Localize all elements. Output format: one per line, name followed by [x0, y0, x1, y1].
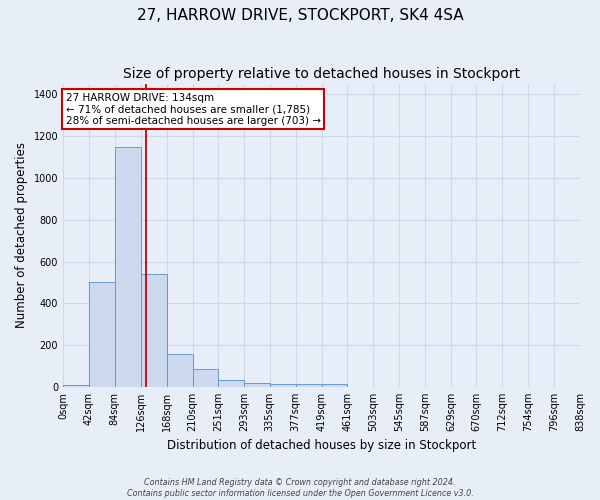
- Bar: [89, 282, 115, 387]
- Y-axis label: Number of detached properties: Number of detached properties: [15, 142, 28, 328]
- Bar: [322, 384, 347, 387]
- X-axis label: Distribution of detached houses by size in Stockport: Distribution of detached houses by size …: [167, 440, 476, 452]
- Bar: [270, 384, 296, 387]
- Bar: [244, 383, 270, 387]
- Title: Size of property relative to detached houses in Stockport: Size of property relative to detached ho…: [123, 68, 520, 82]
- Bar: [193, 369, 218, 387]
- Text: 27 HARROW DRIVE: 134sqm
← 71% of detached houses are smaller (1,785)
28% of semi: 27 HARROW DRIVE: 134sqm ← 71% of detache…: [65, 92, 320, 126]
- Text: 27, HARROW DRIVE, STOCKPORT, SK4 4SA: 27, HARROW DRIVE, STOCKPORT, SK4 4SA: [137, 8, 463, 22]
- Bar: [63, 385, 89, 387]
- Bar: [296, 384, 322, 387]
- Bar: [167, 354, 193, 387]
- Bar: [115, 146, 141, 387]
- Bar: [141, 274, 167, 387]
- Text: Contains HM Land Registry data © Crown copyright and database right 2024.
Contai: Contains HM Land Registry data © Crown c…: [127, 478, 473, 498]
- Bar: [218, 380, 244, 387]
